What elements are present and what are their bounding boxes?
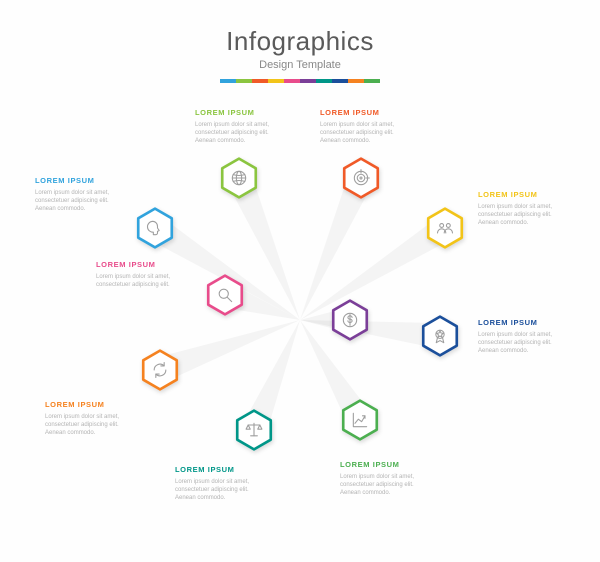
hex-search xyxy=(203,273,247,317)
label-heading: LOREM IPSUM xyxy=(35,176,127,186)
hex-globe xyxy=(217,156,261,200)
label-body: Lorem ipsum dolor sit amet, consectetuer… xyxy=(195,121,287,145)
hex-badge xyxy=(418,314,462,358)
label-body: Lorem ipsum dolor sit amet, consectetuer… xyxy=(340,473,432,497)
hex-head xyxy=(133,206,177,250)
label-heading: LOREM IPSUM xyxy=(340,460,432,470)
search-icon xyxy=(215,285,235,305)
label-heading: LOREM IPSUM xyxy=(175,465,267,475)
label-body: Lorem ipsum dolor sit amet, consectetuer… xyxy=(478,203,570,227)
hex-chart xyxy=(338,398,382,442)
label-search: LOREM IPSUM Lorem ipsum dolor sit amet, c… xyxy=(96,260,188,289)
dollar-icon xyxy=(340,310,360,330)
hex-scale xyxy=(232,408,276,452)
label-body: Lorem ipsum dolor sit amet, consectetuer… xyxy=(35,189,127,213)
label-heading: LOREM IPSUM xyxy=(195,108,287,118)
hex-people xyxy=(423,206,467,250)
label-chart: LOREM IPSUM Lorem ipsum dolor sit amet, c… xyxy=(340,460,432,497)
scale-icon xyxy=(244,420,264,440)
label-scale: LOREM IPSUM Lorem ipsum dolor sit amet, c… xyxy=(175,465,267,502)
people-icon xyxy=(435,218,455,238)
label-heading: LOREM IPSUM xyxy=(45,400,137,410)
head-icon xyxy=(145,218,165,238)
label-people: LOREM IPSUM Lorem ipsum dolor sit amet, c… xyxy=(478,190,570,227)
label-target: LOREM IPSUM Lorem ipsum dolor sit amet, c… xyxy=(320,108,412,145)
ray-layer xyxy=(0,90,600,542)
label-body: Lorem ipsum dolor sit amet, consectetuer… xyxy=(175,478,267,502)
label-heading: LOREM IPSUM xyxy=(478,190,570,200)
refresh-icon xyxy=(150,360,170,380)
page-title: Infographics xyxy=(0,26,600,57)
target-icon xyxy=(351,168,371,188)
badge-icon xyxy=(430,326,450,346)
globe-icon xyxy=(229,168,249,188)
label-body: Lorem ipsum dolor sit amet, consectetuer… xyxy=(320,121,412,145)
label-refresh: LOREM IPSUM Lorem ipsum dolor sit amet, c… xyxy=(45,400,137,437)
hex-target xyxy=(339,156,383,200)
header: Infographics Design Template xyxy=(0,0,600,83)
label-body: Lorem ipsum dolor sit amet, consectetuer… xyxy=(45,413,137,437)
infographic-stage: LOREM IPSUM Lorem ipsum dolor sit amet, c… xyxy=(0,90,600,542)
label-head: LOREM IPSUM Lorem ipsum dolor sit amet, c… xyxy=(35,176,127,213)
hex-refresh xyxy=(138,348,182,392)
hex-dollar xyxy=(328,298,372,342)
label-body: Lorem ipsum dolor sit amet, consectetuer… xyxy=(96,273,188,289)
chart-icon xyxy=(350,410,370,430)
label-heading: LOREM IPSUM xyxy=(478,318,570,328)
label-badge: LOREM IPSUM Lorem ipsum dolor sit amet, c… xyxy=(478,318,570,355)
label-globe: LOREM IPSUM Lorem ipsum dolor sit amet, c… xyxy=(195,108,287,145)
label-heading: LOREM IPSUM xyxy=(320,108,412,118)
page-subtitle: Design Template xyxy=(0,59,600,71)
color-divider xyxy=(220,79,380,83)
label-body: Lorem ipsum dolor sit amet, consectetuer… xyxy=(478,331,570,355)
label-heading: LOREM IPSUM xyxy=(96,260,188,270)
